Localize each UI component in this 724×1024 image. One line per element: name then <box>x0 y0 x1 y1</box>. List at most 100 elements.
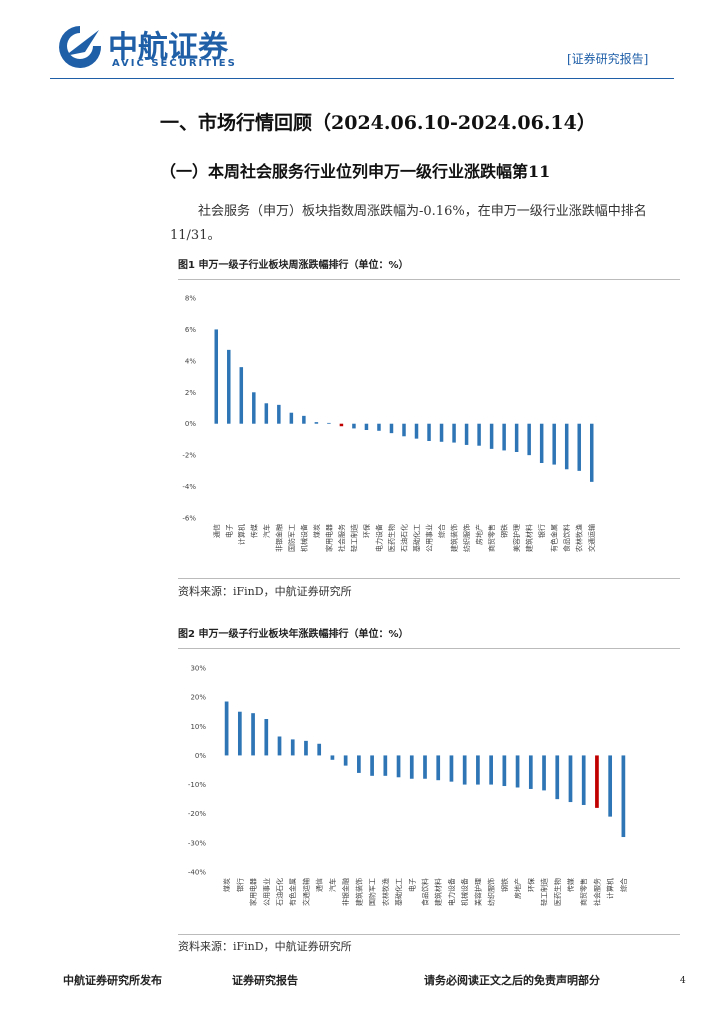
bar <box>290 739 295 756</box>
bar <box>539 423 544 463</box>
x-tick-label: 农林牧渔 <box>381 878 390 906</box>
bar <box>621 755 626 838</box>
x-tick-label: 非银金融 <box>274 524 283 552</box>
y-tick-label: -30% <box>188 839 206 847</box>
x-tick-label: 钢铁 <box>500 878 509 892</box>
heading: 一、市场行情回顾（2024.06.10-2024.06.14） <box>160 112 596 134</box>
x-tick-label: 国防军工 <box>368 878 377 906</box>
x-tick-label: 国防军工 <box>287 524 296 552</box>
x-tick-label: 银行 <box>235 878 244 892</box>
bar <box>251 713 255 756</box>
bar <box>377 423 381 431</box>
x-tick-label: 轻工制造 <box>349 524 358 552</box>
footer-center: 证券研究报告 <box>232 974 298 987</box>
bar <box>357 755 361 773</box>
x-tick-label: 电力设备 <box>374 524 383 552</box>
x-tick-label: 煤炭 <box>222 878 231 892</box>
y-tick-label: 8% <box>185 295 196 303</box>
y-tick-label: -2% <box>182 452 196 460</box>
bar <box>252 392 256 424</box>
x-tick-label: 食品饮料 <box>562 524 571 552</box>
bar <box>389 423 394 434</box>
figure-rule <box>178 279 680 280</box>
x-tick-label: 钢铁 <box>500 524 509 538</box>
bar <box>264 719 269 756</box>
subheading: （一）本周社会服务行业位列申万一级行业涨跌幅第11 <box>160 162 551 181</box>
bar <box>462 755 467 785</box>
bar <box>409 755 414 779</box>
bar <box>436 755 441 781</box>
bar <box>224 701 229 756</box>
x-tick-label: 纺织服饰 <box>487 878 496 906</box>
bar <box>214 329 219 424</box>
x-tick-label: 通信 <box>315 878 324 892</box>
bar <box>364 423 369 430</box>
bar <box>527 423 531 456</box>
bar <box>608 755 613 817</box>
x-tick-label: 综合 <box>619 878 628 892</box>
x-tick-label: 医药生物 <box>387 524 396 552</box>
brand-en: AVIC SECURITIES <box>112 58 237 69</box>
bar <box>402 423 406 437</box>
report-tag: [证券研究报告] <box>567 52 649 66</box>
x-tick-label: 交通运输 <box>301 878 310 906</box>
bar <box>304 740 308 756</box>
x-tick-label: 轻工制造 <box>540 878 549 906</box>
figure-title: 图2 申万一级子行业板块年涨跌幅排行（单位：%） <box>178 629 409 640</box>
x-tick-label: 非银金融 <box>341 878 350 906</box>
bar <box>239 367 244 424</box>
bar <box>476 755 480 785</box>
x-tick-label: 电子 <box>407 878 416 892</box>
x-tick-label: 房地产 <box>475 524 484 545</box>
chart: 8% 6% 4% 2% 0% -2% -4% -6% 通信 电子 计算机 传媒 汽车 非银金融 国防军工 机械… <box>182 295 596 553</box>
x-tick-label: 煤炭 <box>312 524 321 538</box>
bar <box>489 755 493 785</box>
x-tick-label: 建筑装饰 <box>450 524 459 552</box>
x-tick-label: 综合 <box>437 524 446 538</box>
bar <box>577 423 581 471</box>
x-tick-label: 公用事业 <box>425 524 434 552</box>
page-number: 4 <box>680 976 686 986</box>
bar <box>477 423 481 446</box>
x-tick-label: 电力设备 <box>447 878 456 906</box>
bar <box>542 755 546 791</box>
x-tick-label: 建筑材料 <box>525 524 534 552</box>
x-tick-label: 建筑材料 <box>434 878 443 906</box>
bar <box>237 711 242 756</box>
x-tick-label: 公用事业 <box>262 878 271 906</box>
bar <box>227 349 231 424</box>
bar <box>589 423 594 482</box>
x-tick-label: 家用电器 <box>324 524 333 552</box>
bar <box>277 404 281 424</box>
chart: 30% 20% 10% 0% -10% -20% -30% -40% 煤炭 银行 家用电器 公用事业石… <box>188 665 628 907</box>
bar <box>564 423 569 470</box>
bar <box>339 423 344 427</box>
x-tick-label: 汽车 <box>328 878 337 892</box>
bar <box>427 423 431 441</box>
y-tick-label: 10% <box>190 723 206 731</box>
paragraph: 社会服务（申万）板块指数周涨跌幅为-0.16%，在申万一级行业涨跌幅中排名11/… <box>170 204 647 243</box>
x-tick-label: 美容护理 <box>473 878 482 906</box>
x-tick-label: 有色金属 <box>550 524 559 552</box>
x-tick-label: 建筑装饰 <box>354 878 363 906</box>
footer-left: 中航证券研究所发布 <box>63 974 162 987</box>
x-tick-label: 交通运输 <box>587 524 596 552</box>
bar <box>515 755 520 788</box>
x-tick-label: 纺织服饰 <box>462 524 471 552</box>
x-tick-label: 医药生物 <box>553 878 562 906</box>
bar <box>489 423 494 449</box>
y-tick-label: 4% <box>185 357 196 365</box>
x-tick-label: 通信 <box>212 524 221 538</box>
y-tick-label: 0% <box>185 420 196 428</box>
x-tick-label: 美容护理 <box>512 524 521 552</box>
bar <box>327 422 331 424</box>
bar <box>464 423 469 445</box>
bar <box>449 755 454 782</box>
bar <box>396 755 401 778</box>
bar <box>330 755 335 760</box>
bar <box>528 755 533 789</box>
figure-source: 资料来源：iFinD，中航证券研究所 <box>178 585 352 598</box>
x-tick-label: 机械设备 <box>299 524 308 552</box>
x-tick-label: 社会服务 <box>337 524 346 552</box>
bar <box>452 423 456 443</box>
